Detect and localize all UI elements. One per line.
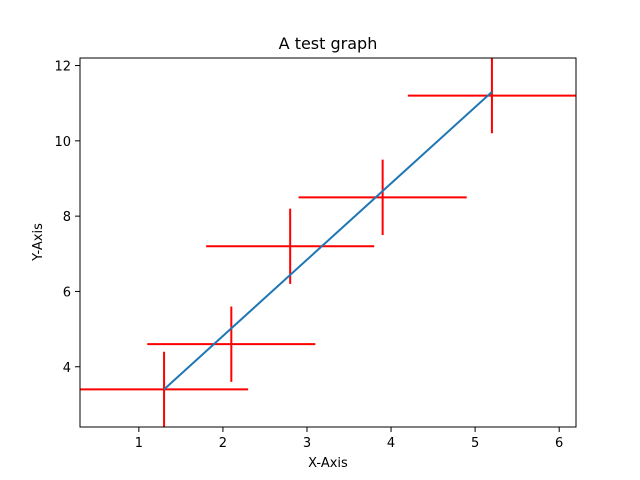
plot-area (80, 58, 576, 427)
y-tick-label: 8 (63, 210, 71, 225)
chart-title: A test graph (279, 34, 378, 53)
x-tick-label: 3 (303, 436, 311, 451)
y-axis-label: Y-Axis (31, 223, 46, 262)
x-tick-label: 2 (219, 436, 227, 451)
x-tick-label: 1 (135, 436, 143, 451)
x-axis-label: X-Axis (308, 456, 348, 471)
axes-frame (79, 57, 577, 428)
y-tick-label: 10 (54, 135, 71, 150)
x-axis: 1 2 3 4 5 6 (135, 427, 563, 451)
y-tick-label: 12 (54, 60, 71, 75)
y-tick-label: 4 (63, 361, 71, 376)
y-tick-label: 6 (63, 285, 71, 300)
y-axis: 4 6 8 10 12 (54, 60, 80, 376)
x-tick-label: 5 (471, 436, 479, 451)
series-line (163, 91, 493, 391)
x-tick-label: 6 (555, 436, 563, 451)
x-tick-label: 4 (387, 436, 395, 451)
